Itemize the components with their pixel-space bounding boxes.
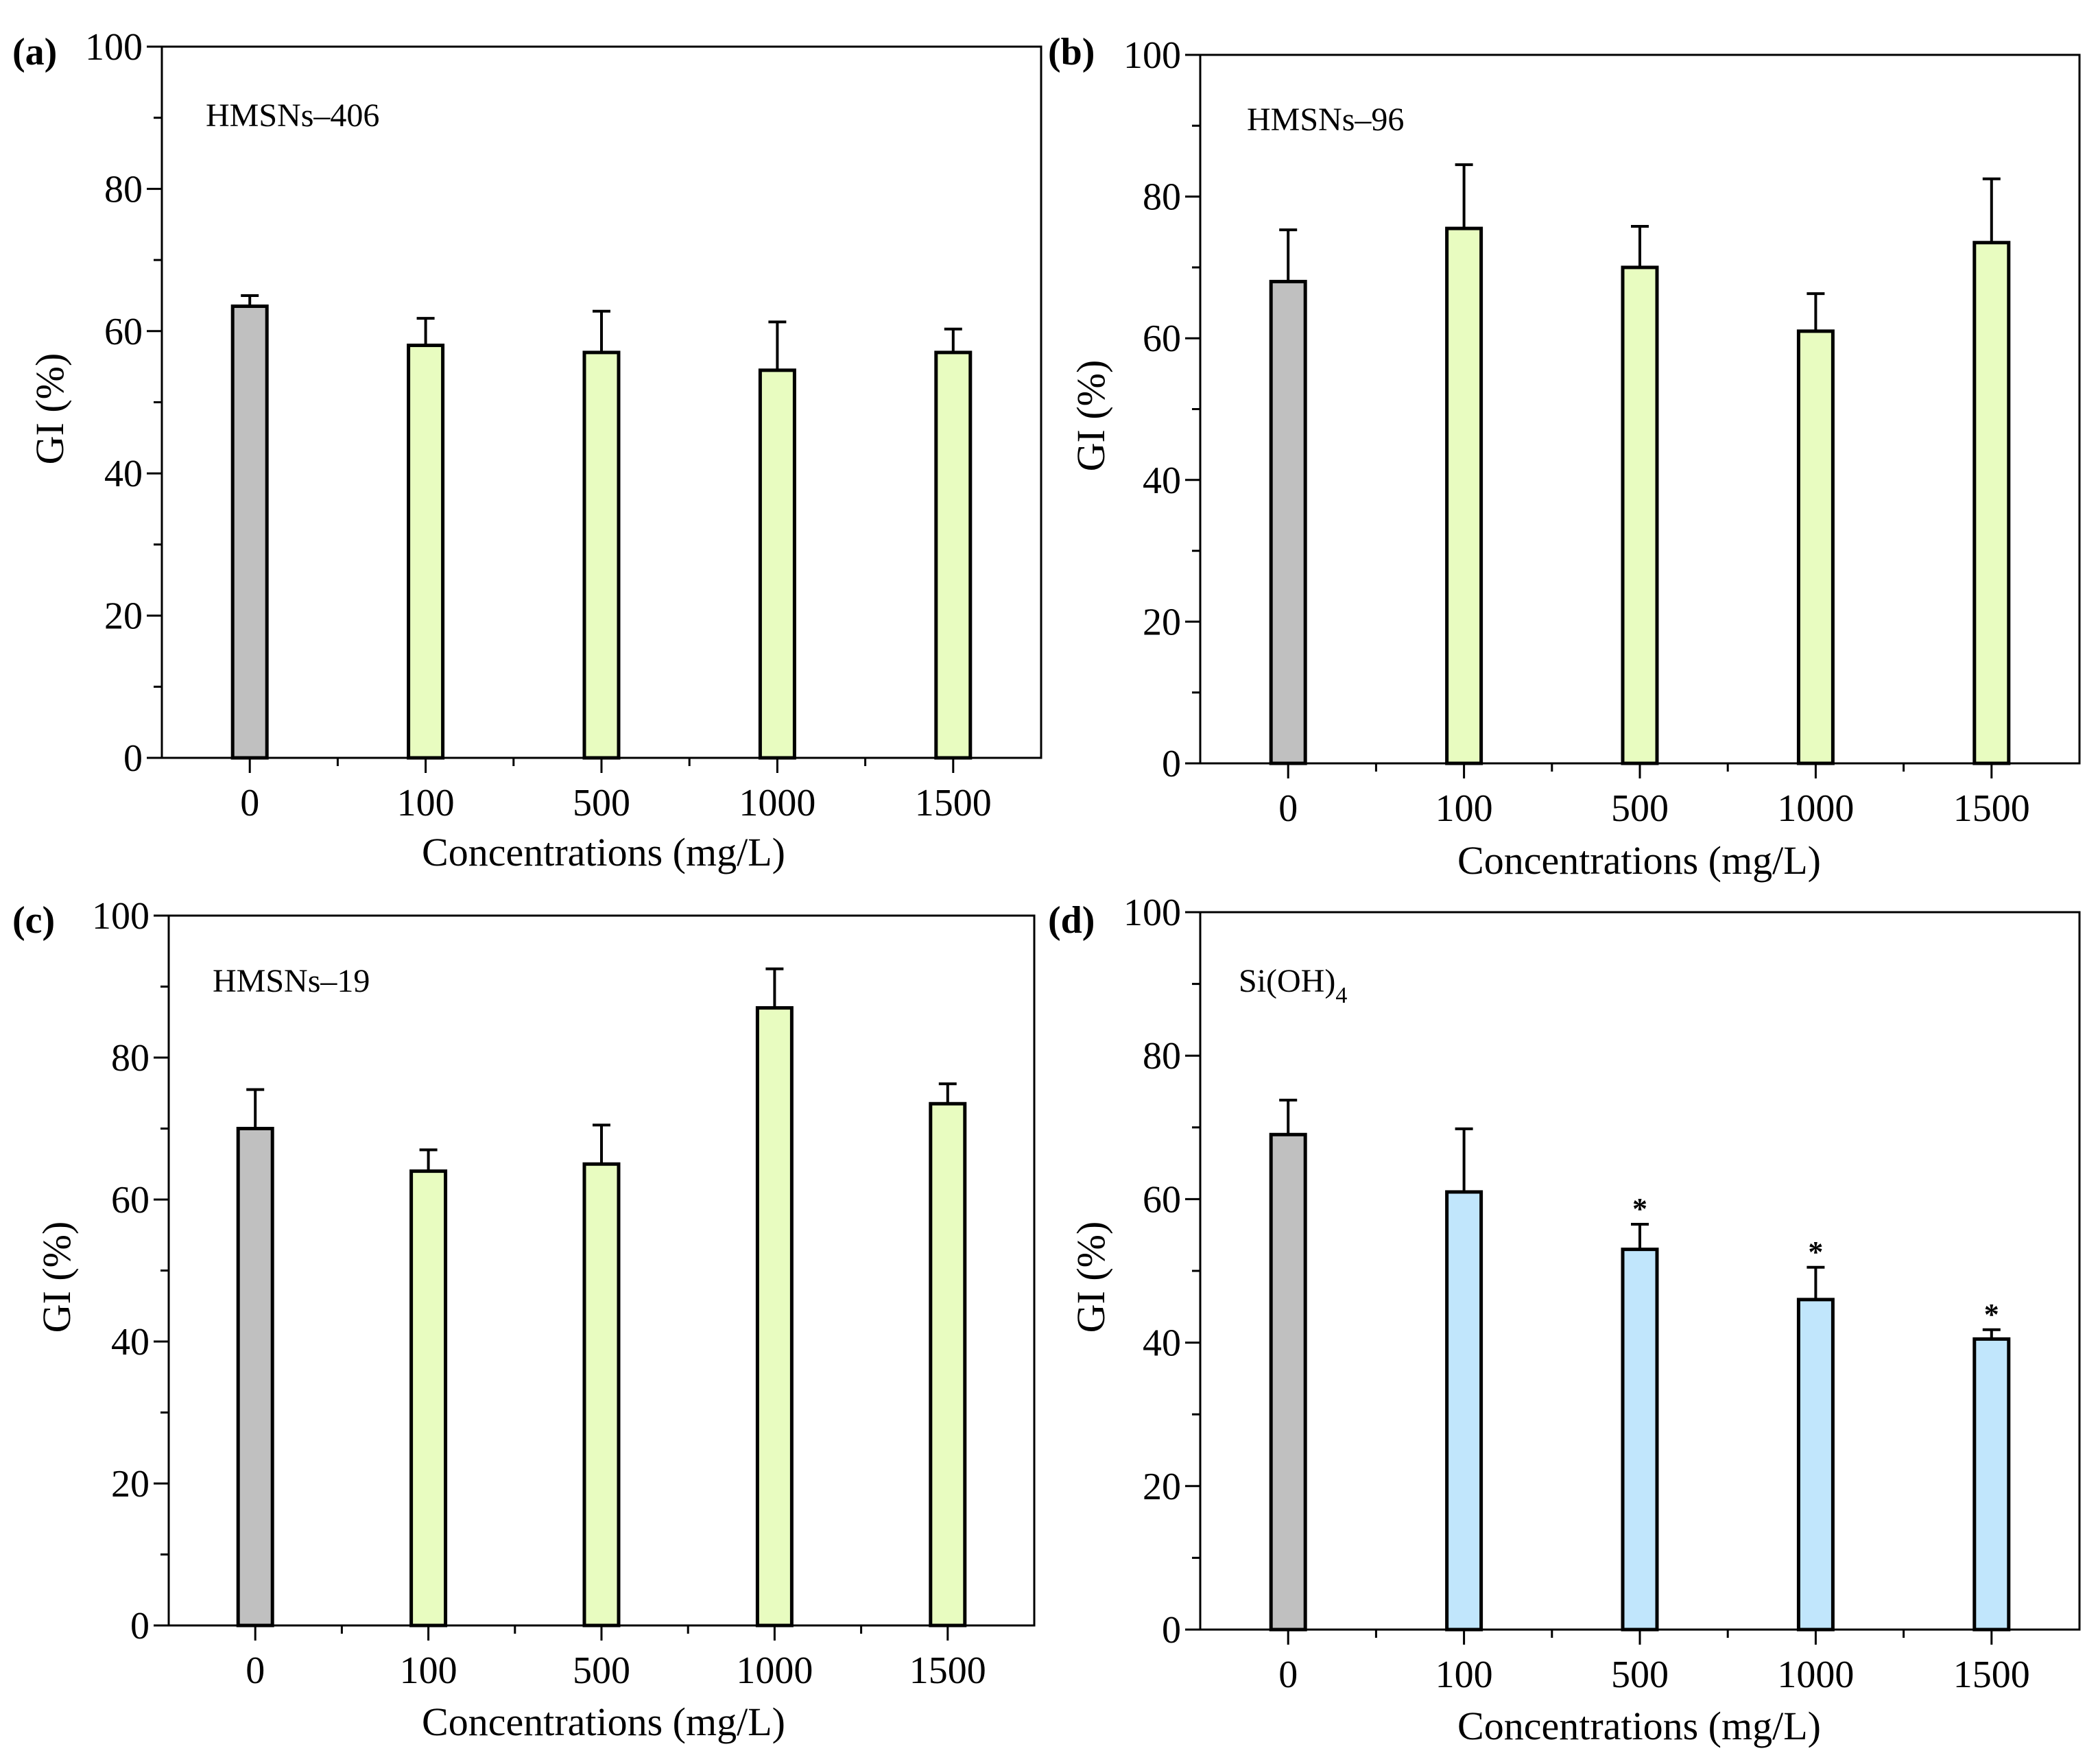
x-axis-title: Concentrations (mg/L)	[422, 830, 785, 874]
x-tick-label: 0	[240, 782, 259, 824]
y-tick-label: 40	[1143, 1322, 1181, 1365]
bar	[582, 1162, 621, 1628]
panel-label: (a)	[12, 31, 57, 73]
x-tick-label: 1500	[915, 782, 992, 824]
x-tick-label: 500	[573, 1649, 630, 1692]
panel-c: (c) HMSNs–19 GI (%) Concentrations (mg/L…	[12, 895, 1036, 1744]
bar	[582, 350, 621, 760]
x-tick-label: 100	[397, 782, 455, 824]
y-tick-label: 20	[104, 595, 143, 638]
x-tick-label: 500	[1611, 1654, 1669, 1696]
y-tick-label: 40	[1143, 460, 1181, 502]
bar	[230, 305, 269, 760]
x-tick-label: 0	[246, 1649, 265, 1692]
y-tick-label: 20	[1143, 1466, 1181, 1508]
y-tick-label: 0	[1162, 1609, 1181, 1652]
bar	[758, 368, 796, 760]
bar	[407, 344, 445, 760]
x-axis-title: Concentrations (mg/L)	[422, 1700, 785, 1744]
bar	[1269, 280, 1307, 765]
y-tick-label: 0	[123, 737, 143, 780]
sample-label: Si(OH)4	[1239, 963, 1347, 1008]
sample-label: HMSNs–96	[1247, 102, 1404, 138]
x-tick-label: 1000	[1777, 787, 1854, 830]
bar	[1445, 1190, 1483, 1632]
x-tick-label: 0	[1278, 787, 1298, 830]
y-axis-title: GI (%)	[1069, 1221, 1113, 1333]
bar	[409, 1169, 448, 1628]
significance-marker: *	[1808, 1235, 1823, 1269]
bar	[934, 350, 973, 760]
bar	[1621, 265, 1659, 765]
bar	[236, 1127, 274, 1628]
panel-a: (a) HMSNs–406 GI (%) Concentrations (mg/…	[12, 26, 1042, 874]
sample-label-text: Si(OH)	[1239, 963, 1335, 999]
x-tick-label: 0	[1278, 1654, 1298, 1696]
bar	[1972, 1337, 2011, 1632]
panel-label: (c)	[12, 899, 55, 942]
y-tick-label: 20	[111, 1463, 150, 1505]
y-tick-label: 20	[1143, 601, 1181, 643]
x-tick-label: 1000	[736, 1649, 813, 1692]
sample-label: HMSNs–19	[213, 963, 370, 999]
y-tick-label: 60	[1143, 318, 1181, 360]
x-tick-label: 100	[1435, 787, 1493, 830]
significance-marker: *	[1984, 1298, 1999, 1331]
y-tick-label: 80	[1143, 176, 1181, 219]
x-tick-label: 1000	[1777, 1654, 1854, 1696]
y-tick-label: 60	[111, 1179, 150, 1221]
y-tick-label: 80	[111, 1037, 150, 1080]
bar	[1445, 226, 1483, 765]
y-axis-title: GI (%)	[1069, 360, 1113, 472]
significance-marker: *	[1632, 1192, 1647, 1226]
x-axis-title: Concentrations (mg/L)	[1457, 1704, 1821, 1748]
y-tick-label: 100	[1123, 892, 1181, 934]
y-tick-label: 100	[92, 895, 150, 938]
x-tick-label: 100	[1435, 1654, 1493, 1696]
sample-label: HMSNs–406	[206, 97, 379, 134]
y-tick-label: 0	[130, 1605, 150, 1647]
panel-label: (d)	[1048, 899, 1095, 942]
panel-label: (b)	[1048, 31, 1095, 73]
x-tick-label: 1500	[1953, 1654, 2030, 1696]
y-tick-label: 40	[104, 453, 143, 495]
bar	[1972, 241, 2011, 765]
bar	[1796, 329, 1835, 765]
y-tick-label: 0	[1162, 743, 1181, 785]
bar	[1621, 1248, 1659, 1632]
panel-b: (b) HMSNs–96 GI (%) Concentrations (mg/L…	[1048, 31, 2081, 883]
x-tick-label: 500	[573, 782, 630, 824]
sample-label-subscript: 4	[1335, 983, 1347, 1008]
bar	[1269, 1132, 1307, 1632]
x-tick-label: 100	[400, 1649, 457, 1692]
y-axis-title: GI (%)	[27, 353, 72, 465]
y-tick-label: 60	[1143, 1178, 1181, 1221]
x-tick-label: 1500	[909, 1649, 986, 1692]
y-tick-label: 40	[111, 1321, 150, 1363]
x-tick-label: 1500	[1953, 787, 2030, 830]
x-tick-label: 500	[1611, 787, 1669, 830]
y-tick-label: 80	[104, 168, 143, 211]
y-tick-label: 80	[1143, 1035, 1181, 1077]
y-axis-title: GI (%)	[34, 1221, 79, 1333]
panel-d: (d) Si(OH)4 GI (%) Concentrations (mg/L)…	[1048, 892, 2081, 1748]
y-tick-label: 60	[104, 311, 143, 353]
y-tick-label: 100	[85, 26, 143, 69]
bar	[929, 1101, 967, 1628]
bar	[755, 1006, 794, 1628]
x-tick-label: 1000	[739, 782, 815, 824]
y-tick-label: 100	[1123, 34, 1181, 77]
bar	[1796, 1298, 1835, 1632]
x-axis-title: Concentrations (mg/L)	[1457, 838, 1821, 883]
